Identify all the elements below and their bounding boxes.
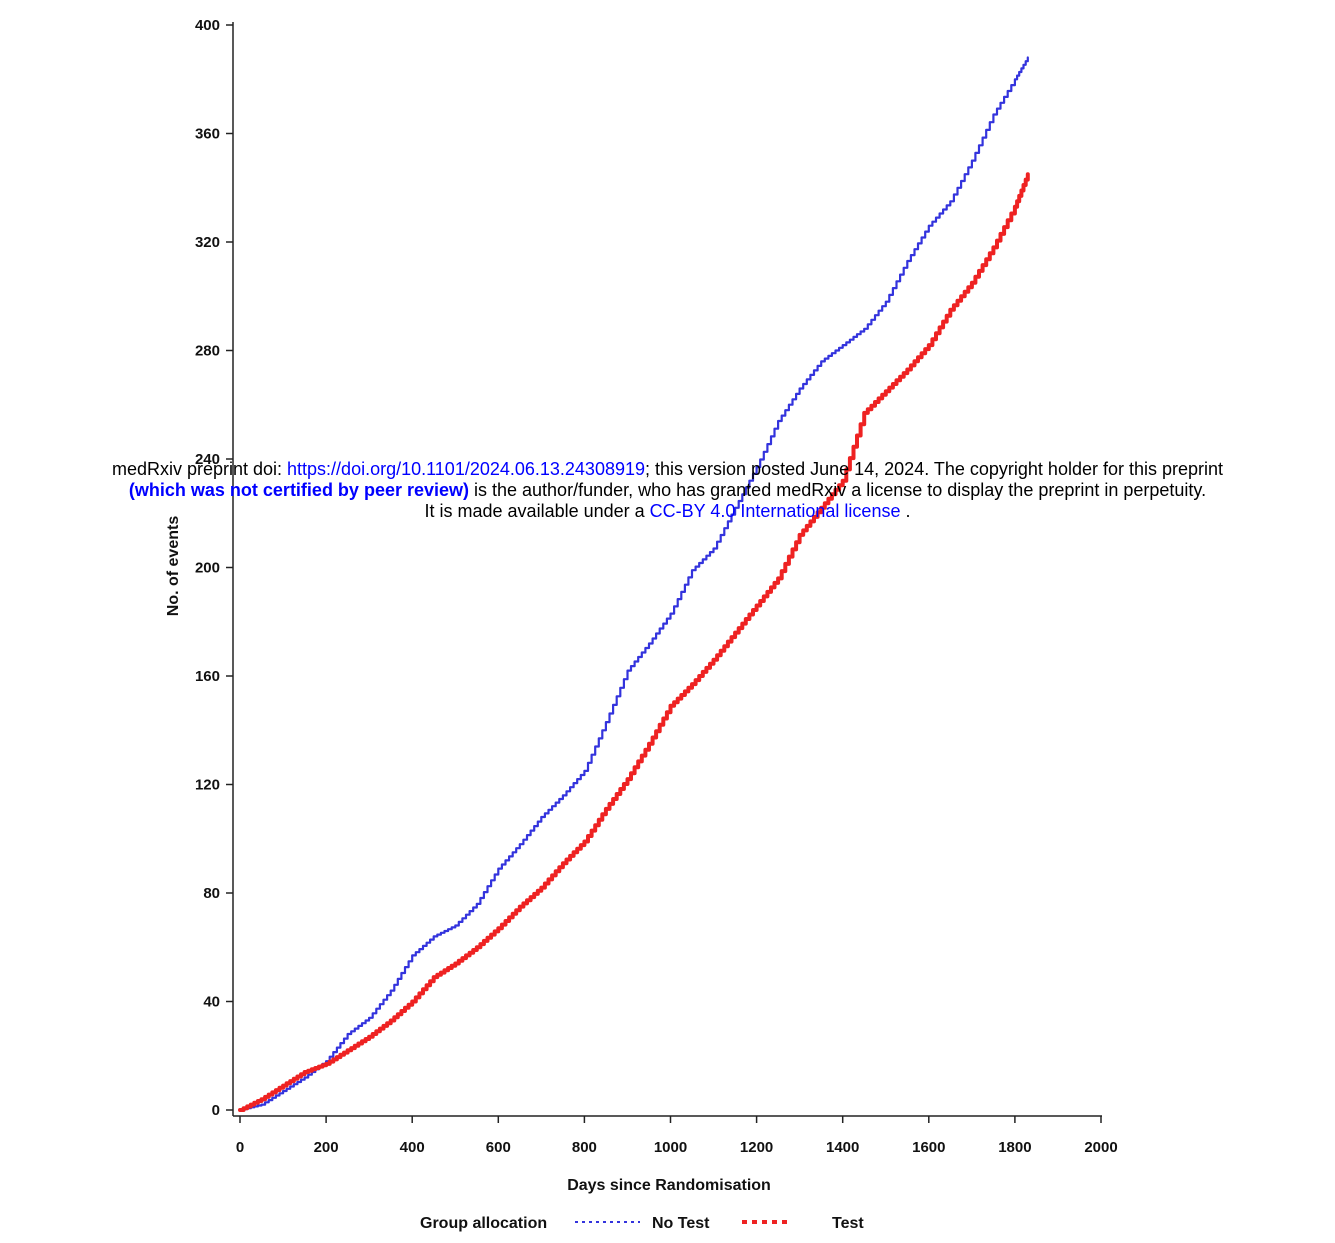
banner-line-1: medRxiv preprint doi: https://doi.org/10… — [0, 459, 1335, 480]
legend-title: Group allocation — [420, 1215, 547, 1232]
y-tick-label: 200 — [195, 560, 220, 577]
x-tick-label: 1000 — [654, 1139, 687, 1156]
y-tick-label: 280 — [195, 343, 220, 360]
x-tick-label: 400 — [400, 1139, 425, 1156]
x-tick-label: 1400 — [826, 1139, 859, 1156]
banner-line-2: (which was not certified by peer review)… — [0, 480, 1335, 501]
x-tick-label: 200 — [314, 1139, 339, 1156]
banner-license-text: is the author/funder, who has granted me… — [469, 480, 1207, 500]
x-axis-title: Days since Randomisation — [567, 1177, 771, 1194]
x-tick-label: 0 — [236, 1139, 244, 1156]
legend-label-no-test: No Test — [652, 1215, 710, 1232]
banner-period: . — [900, 501, 911, 521]
x-tick-label: 1600 — [912, 1139, 945, 1156]
medrxiv-banner: medRxiv preprint doi: https://doi.org/10… — [0, 459, 1335, 522]
y-tick-label: 0 — [212, 1102, 220, 1119]
x-tick-label: 600 — [486, 1139, 511, 1156]
y-tick-label: 400 — [195, 17, 220, 34]
x-tick-label: 2000 — [1084, 1139, 1117, 1156]
y-tick-label: 160 — [195, 668, 220, 685]
legend-label-test: Test — [832, 1215, 864, 1232]
x-tick-label: 1200 — [740, 1139, 773, 1156]
doi-link[interactable]: https://doi.org/10.1101/2024.06.13.24308… — [287, 459, 646, 479]
x-axis: 0 200 400 600 800 1000 1200 1400 1600 1800 2000 — [233, 1115, 1118, 1156]
banner-line-3: It is made available under a CC-BY 4.0 I… — [0, 501, 1335, 522]
x-tick-label: 800 — [572, 1139, 597, 1156]
y-tick-label: 120 — [195, 777, 220, 794]
banner-posted-text: ; this version posted June 14, 2024. The… — [645, 459, 1224, 479]
y-tick-label: 240 — [195, 451, 220, 468]
x-ticks: 0 200 400 600 800 1000 1200 1400 1600 1800 2000 — [236, 1116, 1118, 1156]
y-tick-label: 80 — [203, 885, 220, 902]
series-layer — [238, 56, 1030, 1112]
y-axis-title: No. of events — [165, 516, 182, 617]
y-ticks: 0 40 80 120 160 200 240 280 320 360 400 — [195, 17, 233, 1119]
y-tick-label: 360 — [195, 126, 220, 143]
y-axis: 0 40 80 120 160 200 240 280 320 360 400 — [195, 17, 234, 1119]
peer-review-link[interactable]: (which was not certified by peer review) — [128, 480, 469, 500]
license-link[interactable]: CC-BY 4.0 International license — [649, 501, 901, 521]
legend: Group allocation No Test Test — [420, 1215, 864, 1232]
y-tick-label: 320 — [195, 234, 220, 251]
banner-doi-prefix: medRxiv preprint doi: — [111, 459, 288, 479]
series-line-no-test — [238, 56, 1029, 1112]
series-line-test — [238, 172, 1030, 1112]
x-tick-label: 1800 — [998, 1139, 1031, 1156]
y-tick-label: 40 — [203, 994, 220, 1011]
banner-available-text: It is made available under a — [424, 501, 650, 521]
